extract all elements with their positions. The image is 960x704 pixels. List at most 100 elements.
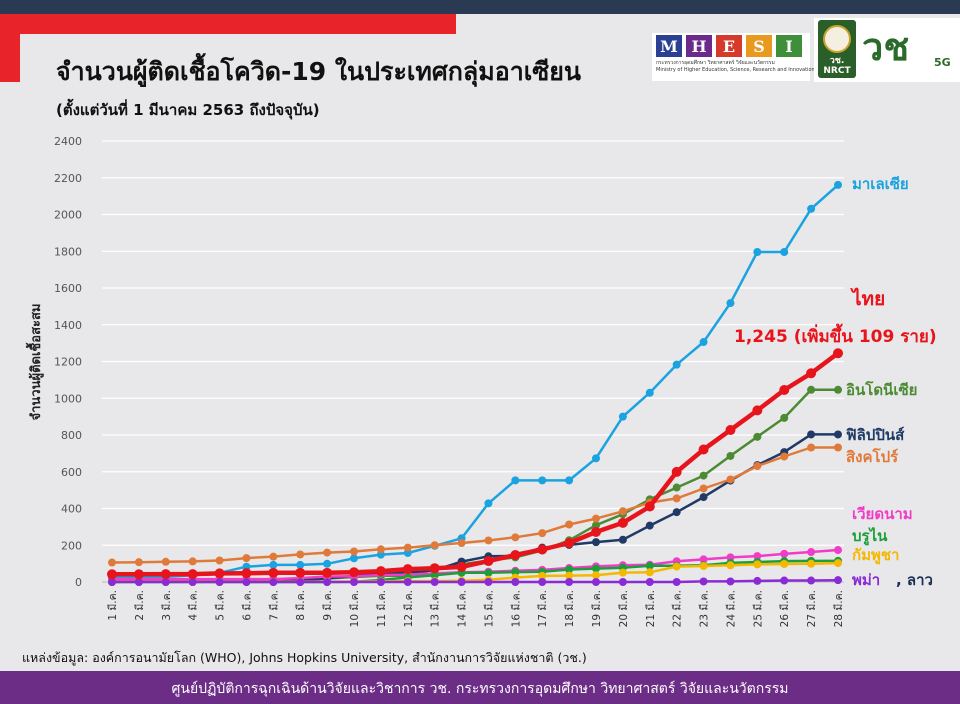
- x-tick-label: 7 มี.ค.: [267, 590, 280, 621]
- data-point: [807, 548, 816, 557]
- data-point: [350, 547, 358, 556]
- data-point: [726, 561, 735, 570]
- data-point: [834, 430, 842, 439]
- x-tick-label: 1 มี.ค.: [106, 590, 119, 621]
- x-tick-label: 16 มี.ค.: [509, 590, 522, 627]
- data-point: [780, 559, 789, 568]
- data-point: [456, 561, 467, 572]
- nrct-emblem-icon: [823, 25, 851, 53]
- data-point: [350, 554, 358, 563]
- data-point: [296, 550, 305, 559]
- data-point: [295, 567, 306, 578]
- data-point: [134, 578, 143, 586]
- data-point: [780, 413, 789, 422]
- series-label: อินโดนีเซีย: [846, 380, 917, 399]
- x-tick-label: 27 มี.ค.: [805, 590, 818, 627]
- data-point: [430, 578, 439, 586]
- page-title: จำนวนผู้ติดเชื้อโควิด-19 ในประเทศกลุ่มอา…: [56, 57, 581, 86]
- series-label: ฟิลิปปินส์: [846, 426, 905, 444]
- x-tick-label: 28 มี.ค.: [832, 590, 845, 627]
- data-point: [538, 578, 547, 586]
- data-point: [323, 578, 332, 586]
- mhesi-letter: I: [776, 35, 802, 57]
- y-tick-label: 600: [61, 466, 82, 479]
- data-point: [592, 521, 600, 530]
- data-point: [564, 538, 575, 549]
- data-point: [565, 520, 574, 529]
- data-point: [484, 568, 493, 577]
- series-label: กัมพูชา: [852, 546, 899, 565]
- data-point: [484, 578, 493, 586]
- series-line: [110, 388, 840, 584]
- data-point: [672, 483, 681, 492]
- data-point: [645, 568, 654, 577]
- page-subtitle: (ตั้งแต่วันที่ 1 มีนาคม 2563 ถึงปัจจุบัน…: [56, 101, 320, 119]
- x-tick-label: 22 มี.ค.: [671, 590, 684, 627]
- data-point: [618, 568, 627, 577]
- data-point: [565, 476, 574, 485]
- data-point: [592, 454, 600, 463]
- data-point: [296, 560, 305, 569]
- footer-bar: [0, 671, 960, 704]
- data-point: [161, 578, 170, 586]
- y-tick-label: 2000: [54, 209, 82, 222]
- data-point: [376, 578, 385, 586]
- data-point: [296, 578, 305, 586]
- y-tick-label: 1000: [54, 392, 82, 405]
- data-point: [538, 571, 547, 580]
- nrct-logo-box: วช. NRCT วช 5G: [814, 18, 960, 82]
- data-point: [672, 578, 681, 586]
- x-tick-label: 9 มี.ค.: [321, 590, 334, 621]
- data-point: [134, 558, 143, 567]
- data-point: [402, 564, 413, 575]
- data-point: [618, 578, 627, 586]
- series-label: , ลาว: [896, 571, 933, 589]
- data-point: [834, 559, 842, 568]
- y-axis-label: จำนวนผู้ติดเชื้อสะสม: [25, 304, 44, 421]
- series-label: เวียดนาม: [852, 505, 913, 523]
- x-tick-label: 21 มี.ค.: [644, 590, 657, 627]
- x-tick-label: 24 มี.ค.: [724, 590, 737, 627]
- series-line: [110, 183, 840, 579]
- y-tick-label: 1400: [54, 319, 82, 332]
- data-point: [537, 544, 548, 555]
- data-point: [699, 555, 708, 564]
- mhesi-letter: M: [656, 35, 682, 57]
- data-point: [511, 568, 520, 577]
- data-point: [753, 462, 762, 471]
- data-point: [618, 412, 627, 421]
- series-label: ไทย: [850, 287, 885, 310]
- data-point: [269, 560, 278, 569]
- data-point: [375, 566, 386, 577]
- data-point: [538, 476, 547, 485]
- y-tick-label: 2200: [54, 172, 82, 185]
- data-point: [403, 578, 412, 586]
- y-tick-label: 1200: [54, 356, 82, 369]
- data-point: [752, 405, 763, 416]
- data-point: [726, 475, 735, 484]
- data-point: [511, 533, 520, 542]
- data-point: [807, 576, 816, 585]
- data-point: [323, 548, 332, 557]
- data-point: [834, 546, 842, 555]
- data-point: [779, 384, 790, 395]
- x-tick-label: 6 มี.ค.: [240, 590, 253, 621]
- data-point: [753, 560, 762, 569]
- series-label: มาเลเซีย: [852, 175, 909, 193]
- footer-text: ศูนย์ปฏิบัติการฉุกเฉินด้านวิจัยและวิชากา…: [171, 681, 789, 697]
- data-point: [725, 425, 736, 436]
- 5g-logo: 5G: [934, 56, 951, 69]
- data-point: [133, 569, 144, 580]
- y-tick-label: 800: [61, 429, 82, 442]
- data-point: [161, 557, 170, 566]
- data-point: [834, 576, 842, 585]
- data-point: [376, 545, 385, 554]
- x-tick-label: 23 มี.ค.: [698, 590, 711, 627]
- series-label: บรูไน: [852, 526, 888, 546]
- x-tick-label: 13 มี.ค.: [429, 590, 442, 627]
- x-tick-label: 19 มี.ค.: [590, 590, 603, 627]
- data-point: [268, 567, 279, 578]
- data-point: [350, 578, 358, 586]
- x-tick-label: 25 มี.ค.: [751, 590, 764, 627]
